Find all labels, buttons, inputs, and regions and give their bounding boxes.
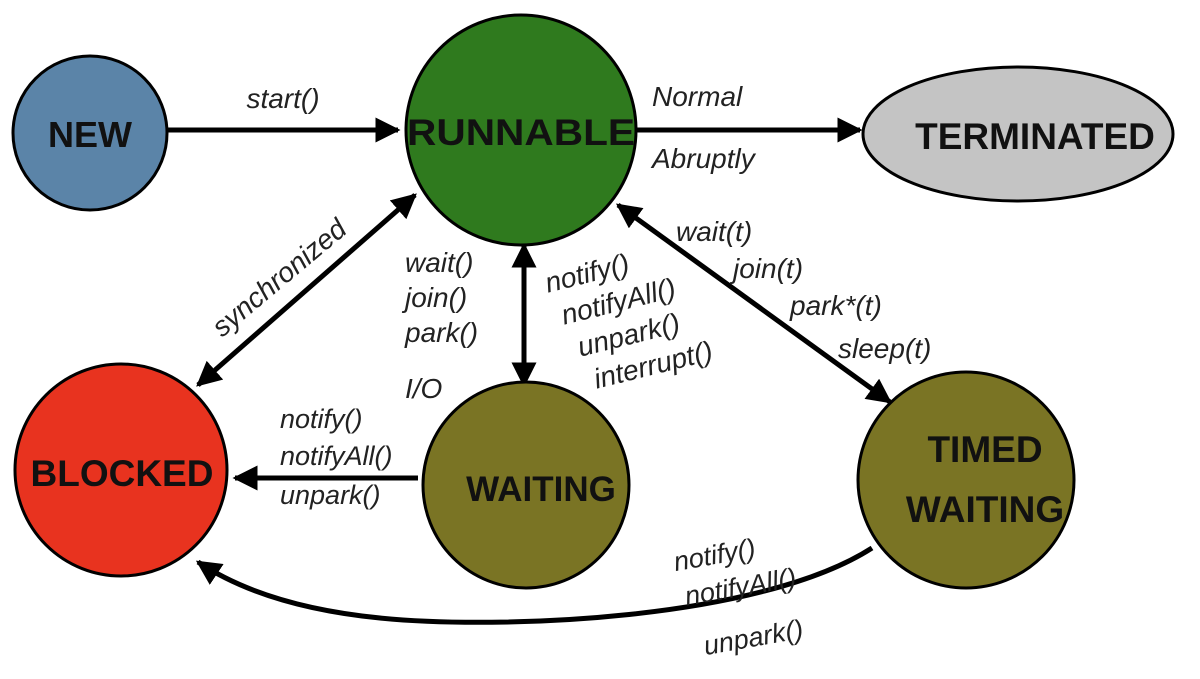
state-new: NEW: [11, 54, 169, 212]
label-join-t: join(t): [729, 253, 803, 284]
state-timed-waiting-shape: [856, 370, 1076, 590]
label-start: start(): [246, 83, 319, 114]
label-abruptly: Abruptly: [650, 143, 757, 174]
state-waiting-label: WAITING: [466, 470, 616, 509]
label-normal: Normal: [652, 81, 743, 112]
label-wait-t: wait(t): [676, 216, 752, 247]
state-terminated-label: TERMINATED: [915, 116, 1155, 157]
label-sleep-t: sleep(t): [838, 333, 931, 364]
state-waiting: WAITING: [421, 380, 631, 590]
label-join: join(): [401, 282, 467, 313]
label-notifyall-wb: notifyAll(): [280, 441, 393, 471]
label-synchronized: synchronized: [206, 212, 353, 343]
state-timed-waiting-label-line1: TIMED: [927, 429, 1042, 470]
label-park: park(): [404, 317, 478, 348]
state-new-shape: [11, 54, 169, 212]
state-runnable-shape: [404, 13, 638, 247]
state-runnable-label: RUNNABLE: [407, 112, 635, 153]
state-runnable: RUNNABLE: [404, 13, 638, 247]
state-terminated-shape: [861, 65, 1175, 203]
edge-runnable-blocked: [196, 193, 417, 387]
label-wait: wait(): [405, 247, 473, 278]
label-unpark-tb: unpark(): [701, 614, 805, 661]
timed-waiting-to-blocked-labels: notify() notifyAll() unpark(): [671, 533, 805, 661]
edge-timed-waiting-to-blocked: [195, 545, 874, 625]
label-unpark-wb: unpark(): [280, 480, 381, 510]
state-timed-waiting: TIMED WAITING: [856, 370, 1076, 590]
label-park-t: park*(t): [789, 290, 882, 321]
state-waiting-shape: [421, 380, 631, 590]
state-blocked-shape: [13, 362, 229, 578]
state-timed-waiting-label-line2: WAITING: [906, 489, 1064, 530]
state-terminated: TERMINATED: [861, 65, 1175, 203]
state-blocked-label: BLOCKED: [31, 453, 214, 494]
edge-runnable-timed-waiting: [615, 202, 893, 405]
label-notify-wb: notify(): [280, 404, 363, 434]
state-blocked: BLOCKED: [13, 362, 229, 578]
state-new-label: NEW: [48, 114, 132, 155]
label-io: I/O: [405, 373, 442, 404]
